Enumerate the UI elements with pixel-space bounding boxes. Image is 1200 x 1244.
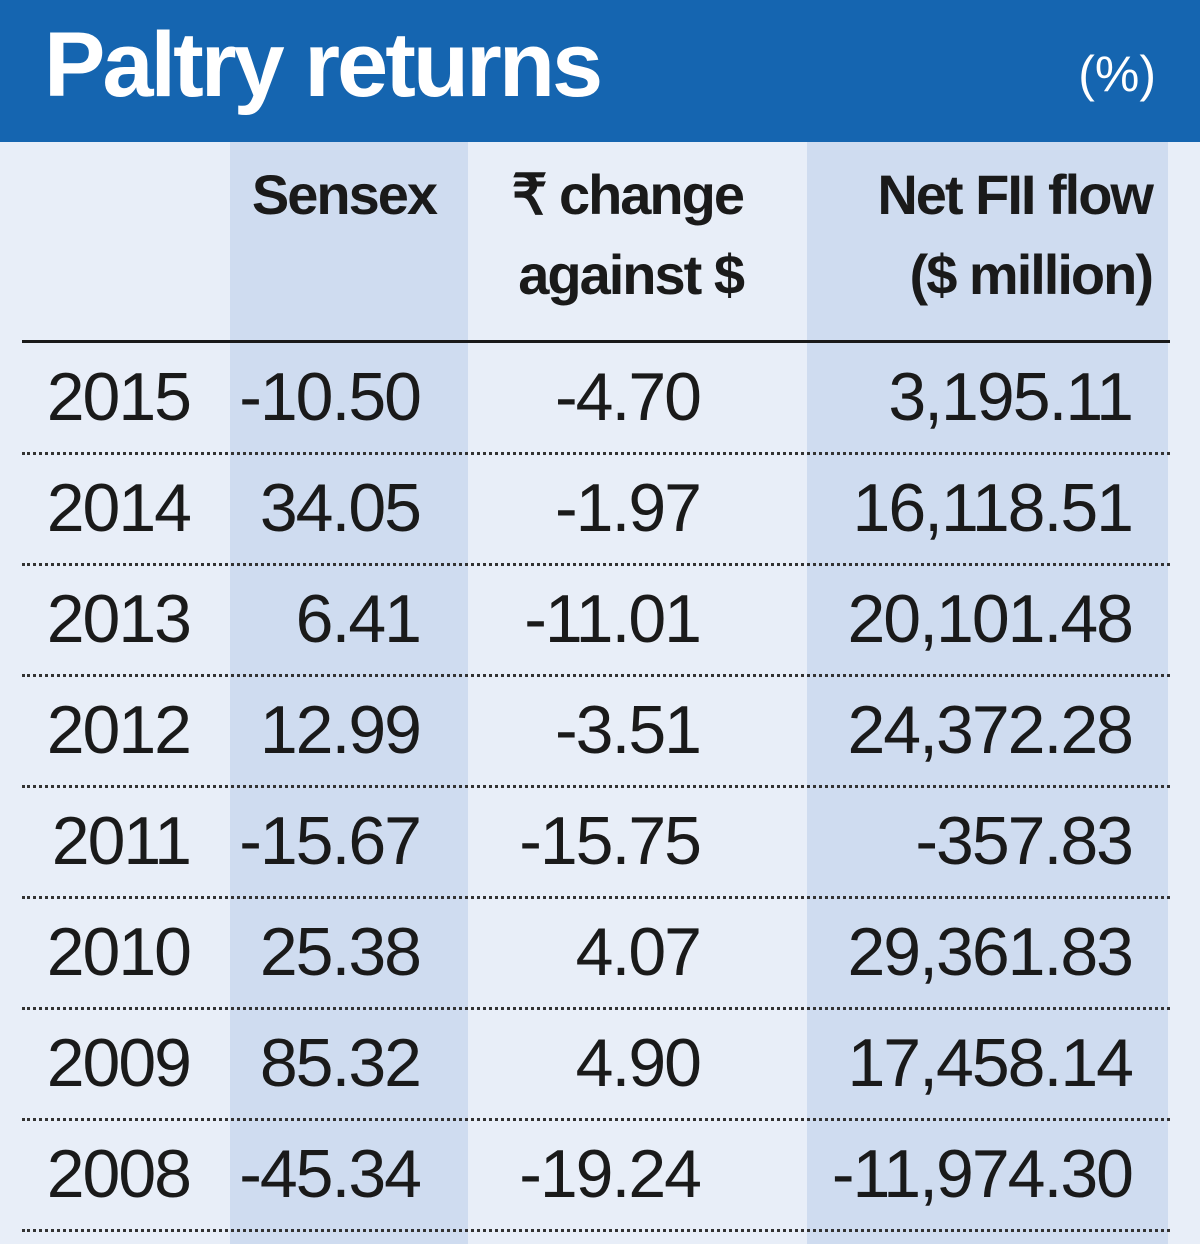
cell-year: 2009 [46, 1025, 192, 1101]
cell-sensex: 25.38 [259, 914, 422, 990]
cell-year: 2014 [46, 470, 192, 546]
cell-year: 2012 [46, 692, 192, 768]
cell-rupee-change: -3.51 [555, 692, 702, 768]
cell-rupee-change: -4.70 [555, 359, 702, 435]
sensex-column-shade [230, 142, 468, 1244]
column-header-fii-line1: Net FII flow [877, 163, 1154, 226]
header-rule [22, 340, 1170, 343]
table-row: 2015 -10.50 -4.70 3,195.11 [0, 344, 1200, 455]
cell-rupee-change: -11.01 [524, 581, 702, 657]
cell-sensex: -15.67 [239, 803, 422, 879]
row-divider [22, 896, 1170, 899]
column-header-rupee-line1: ₹ change [511, 163, 745, 226]
column-header-fii-line2: ($ million) [909, 243, 1154, 306]
cell-rupee-change: 4.07 [575, 914, 702, 990]
row-divider [22, 1229, 1170, 1232]
cell-net-fii-flow: 3,195.11 [888, 359, 1134, 435]
cell-net-fii-flow: 24,372.28 [847, 692, 1134, 768]
cell-rupee-change: -15.75 [519, 803, 702, 879]
cell-year: 2011 [51, 803, 192, 879]
cell-net-fii-flow: 29,361.83 [847, 914, 1134, 990]
column-header-sensex: Sensex [230, 155, 438, 235]
table-row: 2014 34.05 -1.97 16,118.51 [0, 455, 1200, 566]
unit-label: (%) [1078, 46, 1156, 102]
row-divider [22, 674, 1170, 677]
cell-net-fii-flow: 16,118.51 [852, 470, 1134, 546]
cell-sensex: -45.34 [239, 1136, 422, 1212]
table-row: 2010 25.38 4.07 29,361.83 [0, 899, 1200, 1010]
cell-net-fii-flow: 17,458.14 [847, 1025, 1134, 1101]
table-row: 2009 85.32 4.90 17,458.14 [0, 1010, 1200, 1121]
cell-rupee-change: -1.97 [555, 470, 702, 546]
row-divider [22, 1118, 1170, 1121]
cell-net-fii-flow: 20,101.48 [847, 581, 1134, 657]
table-row: 2012 12.99 -3.51 24,372.28 [0, 677, 1200, 788]
cell-rupee-change: -19.24 [519, 1136, 702, 1212]
cell-net-fii-flow: -357.83 [915, 803, 1134, 879]
cell-year: 2010 [46, 914, 192, 990]
row-divider [22, 452, 1170, 455]
cell-year: 2013 [46, 581, 192, 657]
cell-sensex: -10.50 [239, 359, 422, 435]
chart-title: Paltry returns [44, 14, 603, 116]
cell-net-fii-flow: -11,974.30 [831, 1136, 1134, 1212]
table-row: 2008 -45.34 -19.24 -11,974.30 [0, 1121, 1200, 1232]
cell-sensex: 85.32 [259, 1025, 422, 1101]
fii-column-shade [807, 142, 1168, 1244]
cell-year: 2015 [46, 359, 192, 435]
column-header-rupee-change: ₹ change against $ [470, 155, 745, 315]
column-header-net-fii-flow: Net FII flow ($ million) [807, 155, 1154, 315]
title-bar: Paltry returns (%) [0, 0, 1200, 142]
table-row: 2011 -15.67 -15.75 -357.83 [0, 788, 1200, 899]
table-row: 2013 6.41 -11.01 20,101.48 [0, 566, 1200, 677]
column-header-sensex-text: Sensex [251, 163, 438, 226]
cell-sensex: 12.99 [259, 692, 422, 768]
row-divider [22, 563, 1170, 566]
cell-year: 2008 [46, 1136, 192, 1212]
cell-sensex: 6.41 [295, 581, 422, 657]
column-header-rupee-line2: against $ [518, 243, 745, 306]
cell-rupee-change: 4.90 [575, 1025, 702, 1101]
row-divider [22, 785, 1170, 788]
cell-sensex: 34.05 [259, 470, 422, 546]
row-divider [22, 1007, 1170, 1010]
